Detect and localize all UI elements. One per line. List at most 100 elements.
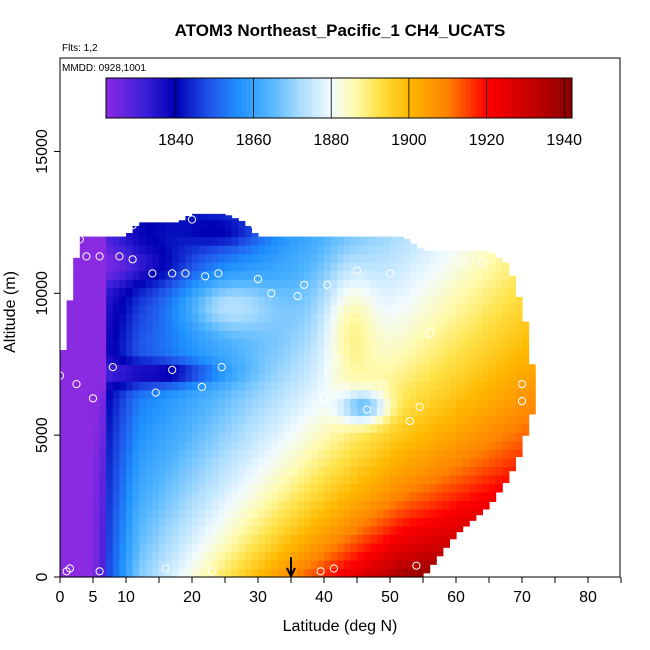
heat-cell	[304, 508, 312, 519]
heat-cell	[291, 321, 299, 331]
heat-cell	[482, 491, 490, 501]
heat-cell	[409, 313, 417, 323]
heat-cell	[106, 296, 114, 306]
heat-cell	[132, 474, 140, 484]
heat-cell	[403, 398, 411, 408]
heat-cell	[251, 466, 259, 476]
heat-cell	[462, 483, 470, 493]
heat-cell	[258, 364, 266, 374]
heat-cell	[449, 372, 457, 382]
heat-cell	[79, 262, 87, 272]
heat-cell	[73, 389, 81, 399]
heat-cell	[304, 262, 312, 272]
heat-cell	[396, 534, 404, 544]
heat-cell	[152, 389, 160, 399]
heat-cell	[139, 491, 147, 501]
heat-cell	[370, 321, 378, 331]
heat-cell	[363, 432, 371, 442]
colorbar-swatch	[424, 78, 429, 118]
heat-cell	[462, 500, 470, 510]
heat-cell	[489, 372, 497, 382]
heat-cell	[178, 423, 186, 433]
heat-cell	[126, 534, 134, 544]
heat-cell	[462, 364, 470, 374]
heat-cell	[159, 245, 167, 255]
heat-cell	[86, 466, 94, 476]
heat-cell	[396, 279, 404, 289]
colorbar-swatch	[272, 78, 278, 118]
heat-cell	[442, 406, 450, 416]
heat-cell	[469, 457, 477, 467]
heat-cell	[284, 355, 292, 365]
heat-cell	[291, 338, 299, 348]
heat-cell	[515, 304, 523, 314]
heat-cell	[258, 355, 266, 365]
heat-cell	[376, 432, 384, 442]
heat-cell	[106, 415, 114, 425]
heat-cell	[198, 466, 206, 476]
heat-cell	[126, 415, 134, 425]
colorbar-swatch	[113, 78, 119, 118]
heat-cell	[515, 449, 523, 458]
heat-cell	[73, 559, 81, 570]
heat-cell	[99, 500, 107, 510]
heat-cell	[343, 559, 351, 570]
heat-cell	[337, 347, 345, 357]
heat-cell	[159, 253, 167, 263]
heat-cell	[185, 466, 193, 476]
x-tick-label: 0	[56, 589, 65, 606]
heat-cell	[442, 287, 450, 297]
heat-cell	[482, 321, 490, 331]
heat-cell	[350, 500, 358, 510]
heat-cell	[258, 432, 266, 442]
heat-cell	[192, 381, 200, 391]
observation-point	[151, 388, 160, 397]
colorbar-swatch	[459, 78, 464, 118]
heat-cell	[119, 287, 127, 297]
heat-cell	[152, 245, 160, 255]
heat-cell	[456, 338, 464, 348]
heat-cell	[271, 381, 279, 391]
heat-cell	[475, 415, 483, 425]
heat-cell	[508, 449, 516, 459]
colorbar-swatch	[463, 78, 468, 118]
heat-cell	[489, 279, 497, 289]
heat-cell	[343, 389, 351, 399]
heat-cell	[317, 381, 325, 391]
heat-cell	[376, 406, 384, 416]
heat-cell	[159, 483, 167, 493]
heat-cell	[178, 500, 186, 510]
heat-cell	[198, 372, 206, 382]
heat-cell	[489, 304, 497, 314]
heat-cell	[390, 423, 398, 433]
heat-cell	[126, 372, 134, 382]
heat-cell	[343, 338, 351, 348]
heat-cell	[172, 321, 180, 331]
heat-cell	[508, 330, 516, 340]
heat-cell	[469, 508, 477, 519]
heat-cell	[238, 347, 246, 357]
colorbar-swatch	[436, 78, 441, 118]
heat-cell	[159, 406, 167, 416]
heat-cell	[370, 253, 378, 263]
heat-cell	[178, 449, 186, 459]
heat-cell	[165, 253, 173, 263]
heat-cell	[337, 253, 345, 263]
heat-cell	[132, 321, 140, 331]
heat-cell	[429, 338, 437, 348]
heat-cell	[436, 500, 444, 510]
heat-cell	[211, 483, 219, 493]
heat-cell	[159, 500, 167, 510]
heat-cell	[363, 483, 371, 493]
heat-cell	[192, 270, 200, 280]
heat-cell	[172, 500, 180, 510]
heat-cell	[489, 491, 497, 501]
colorbar-swatch	[191, 78, 196, 118]
heat-cell	[383, 398, 391, 408]
heat-cell	[93, 347, 101, 357]
heat-cell	[139, 338, 147, 348]
heat-cell	[442, 270, 450, 280]
heat-cell	[93, 559, 101, 570]
heat-cell	[145, 287, 153, 297]
heat-cell	[456, 449, 464, 459]
